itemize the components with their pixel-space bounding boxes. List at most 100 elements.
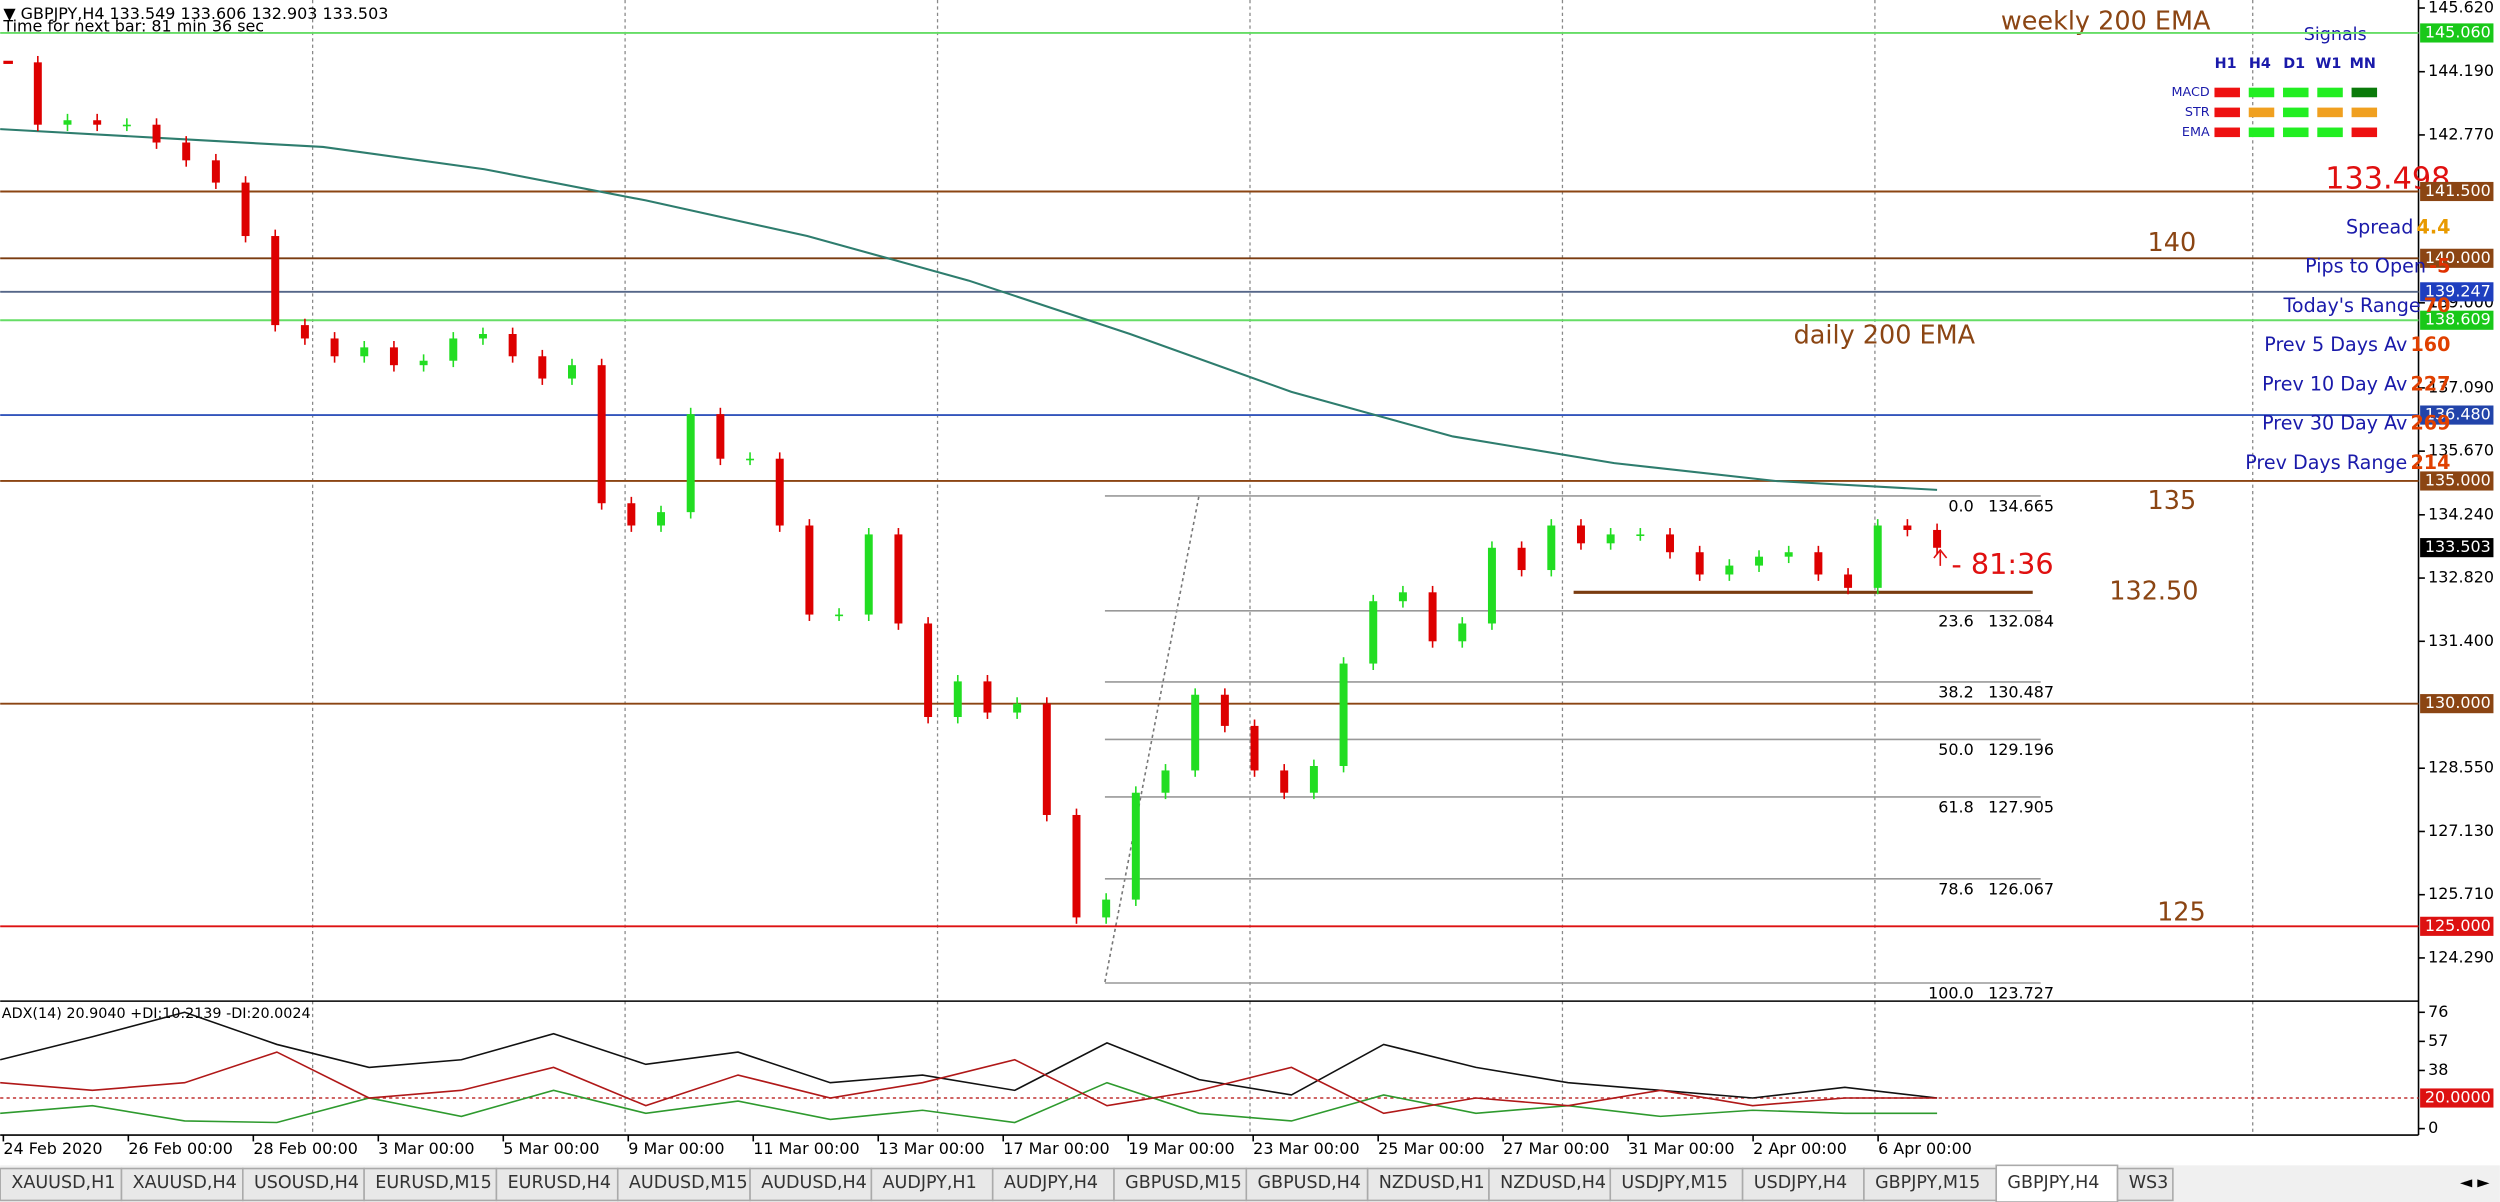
tab[interactable]: [363, 1167, 498, 1202]
date-label: 2 Apr 00:00: [1753, 1139, 1847, 1158]
tab-label[interactable]: AUDJPY,H4: [1004, 1173, 1098, 1193]
tab-label[interactable]: NZDUSD,H1: [1379, 1173, 1485, 1193]
signal-cell: [2283, 127, 2309, 138]
tab-label[interactable]: XAUUSD,H4: [133, 1173, 237, 1193]
level-box: [2420, 916, 2494, 936]
candle: [657, 512, 666, 526]
tab-label[interactable]: EURUSD,H4: [508, 1173, 611, 1193]
date-label: 27 Mar 00:00: [1503, 1139, 1609, 1158]
level-label: 135.000: [2425, 470, 2491, 489]
fib-ratio: 23.6: [1938, 611, 1973, 630]
candle: [1547, 525, 1556, 571]
adx-tick-label: 38: [2428, 1060, 2448, 1079]
signal-column: H4: [2249, 56, 2271, 72]
tab[interactable]: [242, 1167, 365, 1202]
candle: [1725, 565, 1734, 575]
price-tick-label: 132.820: [2428, 568, 2494, 587]
candle: [1844, 574, 1853, 588]
tab[interactable]: [1863, 1167, 1998, 1202]
candle: [597, 365, 606, 504]
candle: [835, 614, 844, 617]
tab-label[interactable]: NZDUSD,H4: [1500, 1173, 1606, 1193]
tab[interactable]: [1245, 1167, 1369, 1202]
signal-row: MACD: [2171, 85, 2209, 100]
tab-label[interactable]: GBPJPY,M15: [1875, 1173, 1980, 1193]
date-label: 24 Feb 2020: [3, 1139, 102, 1158]
info-value: 227: [2411, 372, 2451, 395]
candle: [686, 414, 695, 513]
tab-label[interactable]: USDJPY,H4: [1754, 1173, 1847, 1193]
tab[interactable]: [616, 1167, 751, 1202]
tab[interactable]: [1995, 1164, 2119, 1202]
price-tick-label: 131.400: [2428, 631, 2494, 650]
tab[interactable]: [2116, 1167, 2174, 1202]
fib-ratio: 78.6: [1938, 879, 1973, 898]
tab-label[interactable]: GBPUSD,H4: [1257, 1173, 1360, 1193]
tab[interactable]: [870, 1167, 994, 1202]
tab[interactable]: [1488, 1167, 1612, 1202]
tab-label[interactable]: GBPUSD,M15: [1125, 1173, 1242, 1193]
date-label: 17 Mar 00:00: [1003, 1139, 1109, 1158]
level-label: 138.609: [2425, 310, 2491, 329]
candle: [1814, 552, 1823, 575]
candle: [419, 360, 428, 366]
tab-label[interactable]: GBPJPY,H4: [2007, 1173, 2099, 1193]
tab-label[interactable]: AUDJPY,H1: [883, 1173, 977, 1193]
signal-cell: [2248, 87, 2275, 98]
info-label: Prev 5 Days Av: [2264, 333, 2407, 356]
annotation: daily 200 EMA: [1794, 320, 1976, 350]
level-label: 125.000: [2425, 916, 2491, 935]
info-value: 214: [2411, 451, 2451, 474]
tab-label[interactable]: USDJPY,M15: [1621, 1173, 1727, 1193]
fib-ratio: 50.0: [1938, 740, 1973, 759]
candle: [182, 142, 191, 161]
tab-label[interactable]: USOUSD,H4: [254, 1173, 359, 1193]
signal-cell: [2214, 107, 2240, 118]
candle: [716, 414, 725, 459]
tab[interactable]: [1741, 1167, 1865, 1202]
signal-cell: [2351, 127, 2378, 138]
level-box: [2420, 405, 2494, 425]
tab-label[interactable]: AUDUSD,H4: [761, 1173, 867, 1193]
tab[interactable]: [120, 1167, 244, 1202]
candle: [508, 334, 517, 357]
adx-line: [0, 1081, 1938, 1124]
tab-label[interactable]: EURUSD,M15: [375, 1173, 491, 1193]
tab[interactable]: [1113, 1167, 1248, 1202]
adx-line: [0, 1051, 1938, 1115]
candle: [1517, 547, 1526, 571]
fib-ratio: 38.2: [1938, 683, 1973, 702]
fib-price: 127.905: [1988, 798, 2054, 817]
candle: [864, 534, 873, 615]
candle: [211, 160, 220, 183]
fib-price: 129.196: [1988, 740, 2054, 759]
info-value: -5: [2429, 255, 2450, 278]
candle: [300, 325, 309, 339]
price-tick-label: 128.550: [2428, 758, 2494, 777]
annotation: 140: [2148, 228, 2197, 258]
adx-tick-label: 76: [2428, 1002, 2448, 1021]
candle: [894, 534, 903, 624]
signal-cell: [2351, 107, 2378, 118]
fib-price: 134.665: [1988, 497, 2054, 516]
date-label: 23 Mar 00:00: [1253, 1139, 1359, 1158]
candle: [1666, 534, 1674, 553]
candle: [241, 182, 250, 237]
candle: [1398, 592, 1407, 602]
tab-label[interactable]: WS3: [2129, 1173, 2169, 1193]
tab-scroll[interactable]: ◄ ►: [2460, 1172, 2490, 1191]
candle: [1606, 534, 1615, 544]
tab-label[interactable]: AUDUSD,M15: [629, 1173, 748, 1193]
level-box: [2420, 248, 2494, 268]
level-label: 140.000: [2425, 248, 2491, 267]
candle: [805, 525, 814, 615]
tab[interactable]: [0, 1167, 123, 1202]
level-box: [2420, 282, 2494, 302]
candle: [389, 347, 398, 366]
signal-cell: [2351, 87, 2378, 98]
adx-tick-label: 57: [2428, 1031, 2448, 1050]
tab-label[interactable]: XAUUSD,H1: [11, 1173, 115, 1193]
candle: [1933, 529, 1942, 548]
adx-tick-label: 20.0000: [2425, 1088, 2491, 1107]
